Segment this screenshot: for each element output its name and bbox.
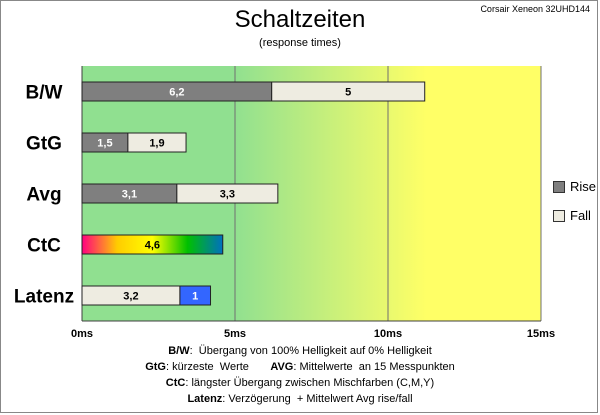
category-label: GtG [26,134,62,155]
bar-segment [176,183,279,204]
bar-value-label: 6,2 [169,87,184,99]
note-text: : längster Übergang zwischen Mischfarben… [185,377,435,389]
legend-swatch-rise [553,180,565,193]
footnotes: B/W: Übergang von 100% Helligkeit auf 0%… [0,343,600,407]
bar-value-label: 1,9 [149,138,164,150]
bar-segment [81,234,224,255]
legend-swatch-fall [553,209,565,222]
bar-segment [179,285,212,306]
chart-subtitle: (response times) [259,37,341,49]
note-term: GtG [145,361,166,373]
bar-value-label: 3,3 [220,189,235,201]
monitor-name: Corsair Xeneon 32UHD144 [480,4,590,14]
bar-segment [127,132,187,153]
bar-value-label: 3,2 [123,291,138,303]
category-label: CtC [27,236,61,257]
category-label: Latenz [14,287,74,308]
legend-item-fall: Fall [553,207,596,224]
bar-value-label: 1,5 [97,138,112,150]
bar-value-label: 3,1 [122,189,137,201]
note-latenz: Latenz: Verzögerung + Mittelwert Avg ris… [0,391,600,407]
x-tick-label: 10ms [374,328,402,340]
bar-value-label: 5 [345,87,351,99]
note-term: Latenz [187,393,223,405]
note-gtg-avg: GtG: kürzeste Werte AVG: Mittelwerte an … [0,359,600,375]
legend-item-rise: Rise [553,178,596,195]
x-tick-label: 0ms [71,328,93,340]
note-text: : kürzeste Werte [165,361,249,373]
chart-title: Schaltzeiten [234,6,366,33]
bar-value-label: 4,6 [145,240,160,252]
note-text: : Übergang von 100% Helligkeit auf 0% He… [189,345,432,357]
note-term: AVG [270,361,294,373]
legend-label-rise: Rise [570,179,597,194]
category-label: Avg [26,185,61,206]
note-term: B/W [168,345,190,357]
note-ctc: CtC: längster Übergang zwischen Mischfar… [0,375,600,391]
bar-value-label: 1 [192,291,198,303]
x-tick-label: 5ms [224,328,246,340]
note-text: : Verzögerung + Mittelwert Avg rise/fall [222,393,413,405]
bar-segment [271,81,426,102]
category-label: B/W [26,83,63,104]
legend: Rise Fall [553,178,596,236]
x-tick-label: 15ms [527,328,555,340]
legend-label-fall: Fall [570,208,591,223]
note-text: : Mittelwerte an 15 Messpunkten [293,361,455,373]
note-term: CtC [165,377,186,389]
note-bw: B/W: Übergang von 100% Helligkeit auf 0%… [0,343,600,359]
